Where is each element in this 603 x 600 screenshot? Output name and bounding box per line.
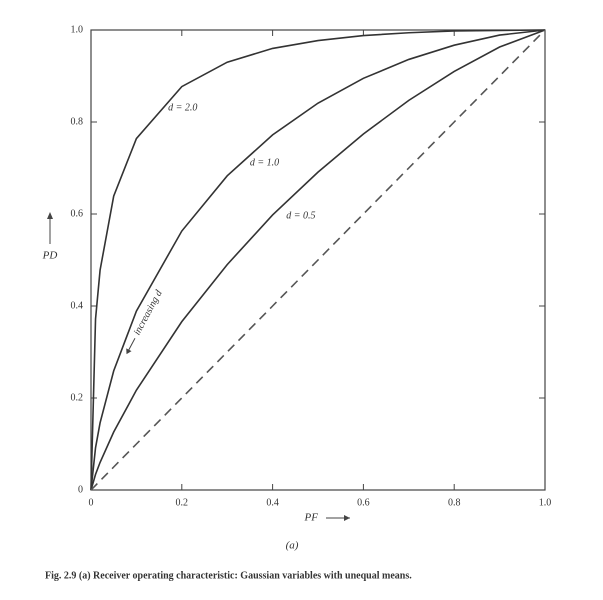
annotation-arrowhead [126,348,132,355]
y-tick-label: 0 [78,484,83,495]
roc-curve [90,29,546,491]
x-axis-arrowhead [344,515,350,521]
y-tick-label: 0.6 [71,208,84,219]
x-axis-label: PF [304,512,319,524]
caption: Fig. 2.9 (a) Receiver operating characte… [45,570,412,581]
x-tick-label: 0.2 [176,497,189,508]
curve-label: d = 0.5 [286,211,315,222]
x-tick-label: 0.4 [266,497,279,508]
roc-curve [90,29,546,491]
y-axis-label: PD [42,250,58,262]
roc-curve [90,29,546,491]
y-tick-label: 0.8 [71,116,84,127]
y-tick-label: 1.0 [71,24,84,35]
subtitle: (a) [286,540,299,552]
plot-frame [90,29,546,491]
x-tick-label: 0.6 [357,497,370,508]
x-tick-label: 1.0 [539,497,552,508]
annotation: increasing d [132,288,165,338]
x-tick-label: 0.8 [448,497,461,508]
x-tick-label: 0 [89,497,94,508]
roc-curve [90,29,546,491]
y-tick-label: 0.2 [71,392,84,403]
y-tick-label: 0.4 [71,300,84,311]
curve-label: d = 2.0 [168,102,197,113]
y-axis-arrowhead [47,212,53,219]
curve-label: d = 1.0 [250,158,279,169]
